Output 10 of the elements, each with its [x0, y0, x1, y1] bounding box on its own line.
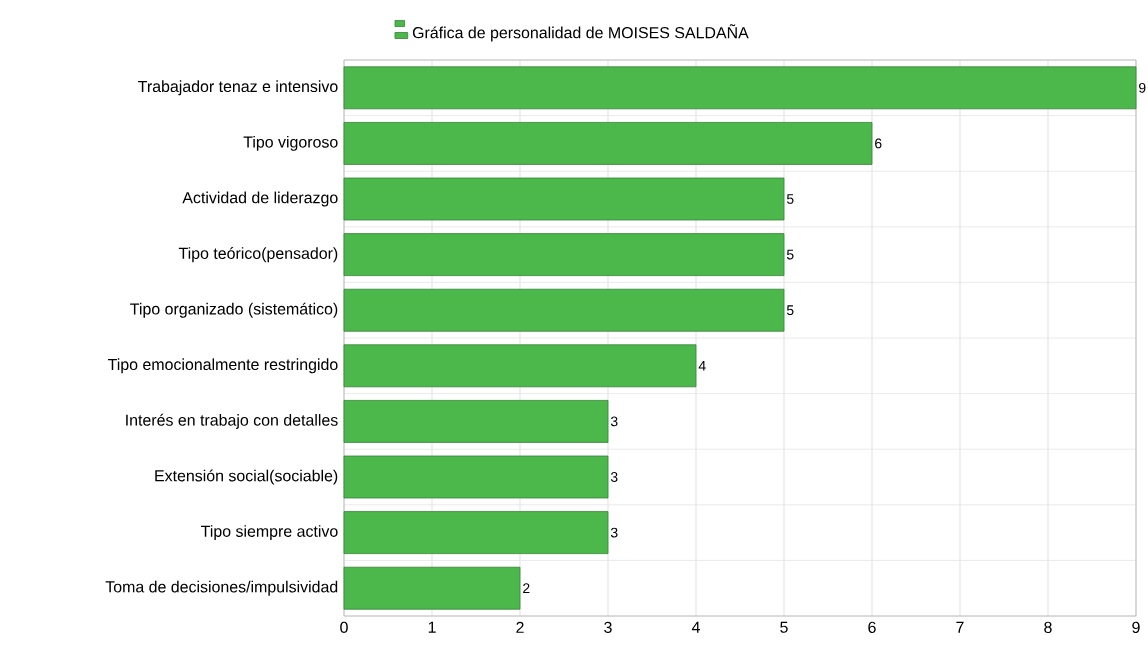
bar: [343, 344, 697, 388]
bar: [343, 122, 873, 165]
bar: [343, 233, 785, 277]
bar: [343, 566, 521, 610]
bar: [343, 511, 609, 555]
bar: [343, 66, 1137, 110]
bar: [343, 400, 609, 443]
bar: [343, 288, 785, 332]
bar: [343, 177, 785, 221]
bar: [343, 455, 609, 499]
